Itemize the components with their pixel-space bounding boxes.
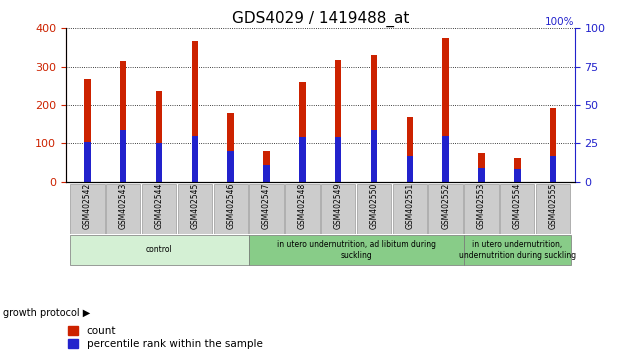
Text: GSM402548: GSM402548	[298, 183, 307, 229]
Bar	[156, 143, 162, 182]
Text: 100%: 100%	[545, 17, 575, 27]
Text: GSM402543: GSM402543	[119, 183, 127, 229]
FancyBboxPatch shape	[392, 184, 427, 234]
Bar	[335, 137, 342, 182]
FancyBboxPatch shape	[321, 184, 355, 234]
Bar	[84, 79, 90, 182]
Text: GSM402551: GSM402551	[405, 183, 414, 229]
Bar	[263, 165, 270, 182]
Text: GSM402549: GSM402549	[333, 183, 343, 229]
Text: GSM402550: GSM402550	[369, 183, 379, 229]
Bar	[299, 137, 306, 182]
Text: growth protocol ▶: growth protocol ▶	[3, 308, 90, 318]
FancyBboxPatch shape	[536, 184, 570, 234]
FancyBboxPatch shape	[70, 184, 105, 234]
FancyBboxPatch shape	[249, 184, 284, 234]
Text: control: control	[146, 245, 173, 255]
FancyBboxPatch shape	[463, 235, 571, 265]
Bar	[192, 41, 198, 182]
FancyBboxPatch shape	[285, 184, 320, 234]
FancyBboxPatch shape	[249, 235, 463, 265]
Bar	[227, 113, 234, 182]
Legend: count, percentile rank within the sample: count, percentile rank within the sample	[68, 326, 263, 349]
Bar	[192, 136, 198, 182]
Bar	[479, 153, 485, 182]
Bar	[227, 151, 234, 182]
Bar	[120, 130, 126, 182]
FancyBboxPatch shape	[142, 184, 176, 234]
Bar	[406, 155, 413, 182]
Bar	[514, 158, 521, 182]
Title: GDS4029 / 1419488_at: GDS4029 / 1419488_at	[232, 11, 409, 27]
FancyBboxPatch shape	[464, 184, 499, 234]
Bar	[443, 136, 449, 182]
Text: GSM402545: GSM402545	[190, 183, 200, 229]
Bar	[120, 61, 126, 182]
Text: GSM402542: GSM402542	[83, 183, 92, 229]
FancyBboxPatch shape	[500, 184, 534, 234]
Text: GSM402547: GSM402547	[262, 183, 271, 229]
FancyBboxPatch shape	[106, 184, 141, 234]
Bar	[406, 117, 413, 182]
FancyBboxPatch shape	[214, 184, 248, 234]
Text: GSM402554: GSM402554	[513, 183, 522, 229]
FancyBboxPatch shape	[428, 184, 463, 234]
Bar	[550, 155, 556, 182]
Bar	[550, 108, 556, 182]
FancyBboxPatch shape	[357, 184, 391, 234]
Bar	[156, 91, 162, 182]
Text: GSM402553: GSM402553	[477, 183, 486, 229]
Bar	[443, 38, 449, 182]
Text: GSM402555: GSM402555	[549, 183, 558, 229]
Bar	[299, 82, 306, 182]
Bar	[263, 151, 270, 182]
Bar	[335, 60, 342, 182]
Bar	[514, 169, 521, 182]
Text: in utero undernutrition, ad libitum during
suckling: in utero undernutrition, ad libitum duri…	[276, 240, 436, 259]
Bar	[479, 168, 485, 182]
Bar	[371, 55, 377, 182]
Bar	[84, 142, 90, 182]
FancyBboxPatch shape	[70, 235, 249, 265]
Text: GSM402552: GSM402552	[441, 183, 450, 229]
FancyBboxPatch shape	[178, 184, 212, 234]
Text: GSM402544: GSM402544	[154, 183, 163, 229]
Text: GSM402546: GSM402546	[226, 183, 236, 229]
Bar	[371, 130, 377, 182]
Text: in utero undernutrition,
undernutrition during suckling: in utero undernutrition, undernutrition …	[458, 240, 576, 259]
